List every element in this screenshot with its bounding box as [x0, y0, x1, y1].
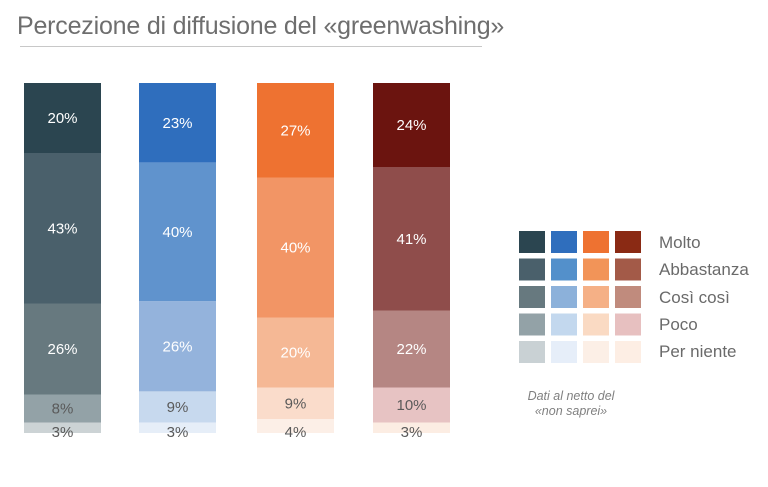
bar-segment-2-cos-cos- — [139, 301, 216, 392]
bar-segment-2-molto — [139, 83, 216, 163]
footnote-line-2: «non saprei» — [534, 404, 608, 418]
legend-swatch — [551, 286, 577, 308]
data-label: 9% — [285, 395, 307, 412]
data-label: 20% — [280, 345, 310, 362]
legend-swatch — [551, 258, 577, 281]
data-label: 24% — [396, 117, 426, 134]
bar-segment-4-molto — [373, 83, 450, 167]
bar-segment-1-per-niente — [24, 422, 101, 433]
data-labels-group: 20% 43% 26% 8% 3% 23% 40% 26% 9% 3% 27% 40% 20% 9% 4% 2… — [47, 110, 426, 441]
legend-swatch — [551, 313, 577, 336]
data-label: 4% — [285, 424, 307, 441]
bar-segment-3-molto — [257, 83, 334, 178]
bar-segment-4-cos-cos- — [373, 310, 450, 388]
data-label: 26% — [47, 341, 77, 358]
legend-swatch — [615, 341, 641, 363]
bar-segment-3-poco — [257, 387, 334, 419]
bars-group — [24, 83, 450, 433]
legend-swatch — [615, 313, 641, 336]
data-label: 40% — [162, 224, 192, 241]
legend-swatch — [519, 313, 545, 336]
bar-segment-4-abbastanza — [373, 167, 450, 311]
legend-swatch-grid — [519, 231, 641, 363]
data-label: 26% — [162, 338, 192, 355]
data-label: 27% — [280, 122, 310, 139]
data-label: 8% — [52, 401, 74, 418]
bar-segment-3-per-niente — [257, 419, 334, 433]
legend-swatch — [583, 258, 609, 281]
legend-swatch — [615, 231, 641, 253]
legend-swatch — [615, 258, 641, 281]
legend-swatch — [519, 258, 545, 281]
bar-segment-1-cos-cos- — [24, 303, 101, 395]
legend-swatch — [583, 313, 609, 336]
legend-swatch — [519, 231, 545, 253]
bar-segment-3-abbastanza — [257, 177, 334, 318]
bar-segment-1-abbastanza — [24, 153, 101, 304]
data-label: 3% — [52, 424, 74, 441]
legend-swatch — [551, 231, 577, 253]
bar-segment-3-cos-cos- — [257, 317, 334, 388]
legend-label-cosi-cosi: Così così — [659, 288, 730, 307]
bar-segment-1-molto — [24, 83, 101, 153]
legend-swatch — [551, 341, 577, 363]
data-label: 22% — [396, 341, 426, 358]
chart-title: Percezione di diffusione del «greenwashi… — [17, 12, 505, 40]
data-label: 43% — [47, 220, 77, 237]
legend-swatch — [583, 231, 609, 253]
legend-label-abbastanza: Abbastanza — [659, 260, 749, 279]
bar-segment-2-abbastanza — [139, 162, 216, 302]
footnote: Dati al netto del «non saprei» — [510, 389, 632, 419]
legend-label-poco: Poco — [659, 315, 698, 334]
data-label: 10% — [396, 397, 426, 414]
legend-label-per-niente: Per niente — [659, 342, 737, 361]
legend-swatch — [519, 341, 545, 363]
data-label: 9% — [167, 399, 189, 416]
bar-segment-4-poco — [373, 387, 450, 423]
bar-segment-2-per-niente — [139, 422, 216, 433]
bar-segment-2-poco — [139, 391, 216, 423]
title-underline — [20, 46, 482, 47]
legend-label-molto: Molto — [659, 233, 701, 252]
legend-swatch — [583, 341, 609, 363]
footnote-line-1: Dati al netto del — [527, 389, 615, 403]
data-label: 40% — [280, 240, 310, 257]
bar-segment-1-poco — [24, 394, 101, 423]
data-label: 3% — [167, 424, 189, 441]
legend-swatch — [519, 286, 545, 308]
data-label: 20% — [47, 110, 77, 127]
legend-swatch — [615, 286, 641, 308]
data-label: 3% — [401, 424, 423, 441]
data-label: 41% — [396, 231, 426, 248]
data-label: 23% — [162, 115, 192, 132]
legend-swatch — [583, 286, 609, 308]
bar-segment-4-per-niente — [373, 422, 450, 433]
